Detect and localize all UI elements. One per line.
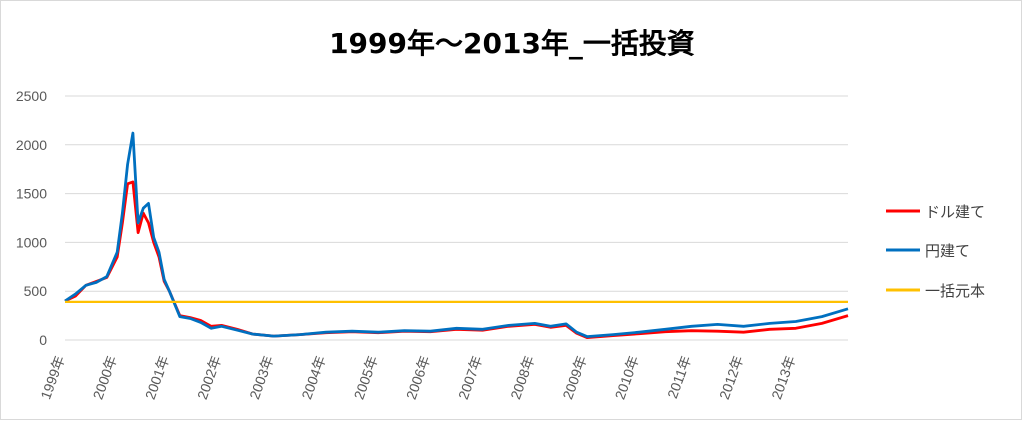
series-lines <box>64 131 849 340</box>
x-tick-label: 2000年 <box>90 354 120 402</box>
legend-label: 円建て <box>925 242 970 260</box>
y-tick-label: 2000 <box>16 137 47 153</box>
series-line-2 <box>64 131 849 339</box>
legend-label: 一括元本 <box>925 282 985 300</box>
x-tick-label: 2002年 <box>194 354 224 402</box>
y-axis-ticks: 0 500 1000 1500 2000 2500 <box>16 88 47 348</box>
chart-title: 1999年～2013年_一括投資 <box>329 27 695 60</box>
y-tick-label: 500 <box>24 283 48 299</box>
x-tick-label: 2005年 <box>351 354 381 402</box>
x-tick-label: 2013年 <box>768 354 798 402</box>
series-line-1 <box>64 180 849 340</box>
y-tick-label: 2500 <box>16 88 47 104</box>
x-tick-label: 1999年 <box>37 354 67 402</box>
legend-label: ドル建て <box>925 203 985 221</box>
x-tick-label: 2001年 <box>142 354 172 402</box>
x-tick-label: 2004年 <box>298 354 328 402</box>
x-tick-label: 2006年 <box>403 354 433 402</box>
x-tick-label: 2011年 <box>664 354 694 401</box>
x-tick-label: 2008年 <box>507 354 537 402</box>
x-axis-ticks: 1999年 2000年 2001年 2002年 2003年 2004年 2005年 2006年… <box>37 354 798 402</box>
x-tick-label: 2009年 <box>559 354 589 402</box>
x-tick-label: 2007年 <box>455 354 485 402</box>
x-tick-label: 2012年 <box>716 354 746 402</box>
y-tick-label: 1000 <box>16 234 47 250</box>
x-tick-label: 2003年 <box>246 354 276 402</box>
y-tick-label: 0 <box>39 332 47 348</box>
x-tick-label: 2010年 <box>612 354 642 402</box>
grid-lines <box>65 95 848 341</box>
y-tick-label: 1500 <box>16 186 47 202</box>
